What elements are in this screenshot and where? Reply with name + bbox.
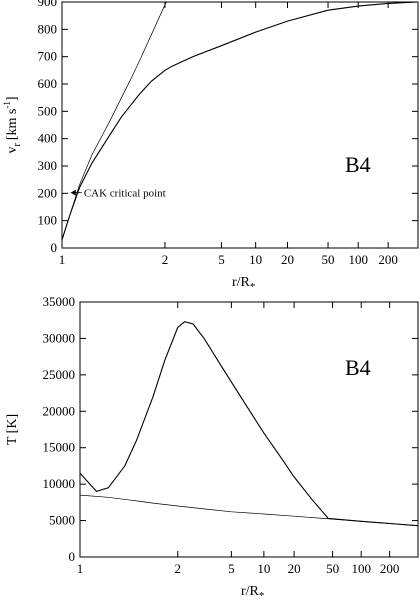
x-tick-label: 20 bbox=[281, 252, 294, 267]
velocity-panel: 1 2 5 10 20 50 100 200 0 100 200 300 400 500 600 700 800… bbox=[2, 0, 419, 293]
x-tick-label: 2 bbox=[174, 561, 181, 576]
x-tick-label: 1 bbox=[59, 252, 66, 267]
x-tick-label: 1 bbox=[77, 561, 84, 576]
y-tick-label: 20000 bbox=[43, 403, 76, 418]
y-tick-label: 10000 bbox=[43, 476, 76, 491]
temperature-x-axis-title: r/R* bbox=[241, 584, 264, 602]
x-tick-label: 100 bbox=[351, 561, 371, 576]
x-tick-label: 10 bbox=[257, 561, 270, 576]
x-tick-label: 50 bbox=[322, 252, 335, 267]
y-tick-label: 0 bbox=[69, 549, 76, 564]
x-tick-label: 10 bbox=[249, 252, 262, 267]
temperature-plot-frame bbox=[79, 301, 419, 558]
cak-critical-point-annotation: CAK critical point bbox=[70, 188, 166, 200]
y-tick-label: 30000 bbox=[43, 330, 76, 345]
annotation-arrowhead bbox=[70, 189, 76, 196]
x-tick-label: 200 bbox=[380, 561, 400, 576]
x-tick-label: 100 bbox=[348, 252, 368, 267]
x-axis-label-text: r/R* bbox=[241, 584, 264, 602]
y-axis-label-text: vr[km s-1] bbox=[2, 96, 23, 153]
x-tick-label: 20 bbox=[288, 561, 301, 576]
y-tick-label: 600 bbox=[38, 76, 58, 91]
x-tick-label: 2 bbox=[162, 252, 169, 267]
temperature-y-axis-title: T [K] bbox=[5, 414, 20, 445]
series-line-2 bbox=[80, 494, 418, 527]
series-line-1 bbox=[80, 321, 418, 527]
y-tick-label: 200 bbox=[38, 185, 58, 200]
temperature-panel-tag: B4 bbox=[345, 355, 371, 380]
x-axis-label-text: r/R* bbox=[232, 275, 255, 293]
series-line-2 bbox=[62, 2, 167, 240]
series-line-1 bbox=[62, 2, 418, 240]
velocity-panel-tag: B4 bbox=[345, 152, 371, 177]
y-tick-label: 800 bbox=[38, 21, 58, 36]
y-tick-label: 25000 bbox=[43, 367, 76, 382]
x-tick-label: 5 bbox=[228, 561, 235, 576]
velocity-plot-frame bbox=[61, 1, 419, 249]
temperature-panel: 1 2 5 10 20 50 100 200 0 5000 10000 15000 20000 25000… bbox=[5, 294, 419, 602]
y-tick-label: 0 bbox=[51, 240, 58, 255]
y-tick-label: 700 bbox=[38, 49, 58, 64]
x-tick-label: 5 bbox=[218, 252, 225, 267]
y-tick-label: 35000 bbox=[43, 294, 76, 309]
y-tick-label: 400 bbox=[38, 131, 58, 146]
annotation-label: CAK critical point bbox=[84, 188, 166, 200]
velocity-x-axis-title: r/R* bbox=[232, 275, 255, 293]
x-tick-label: 200 bbox=[378, 252, 398, 267]
y-tick-label: 100 bbox=[38, 213, 58, 228]
velocity-y-axis-title: vr[km s-1] bbox=[2, 96, 23, 153]
y-tick-label: 500 bbox=[38, 103, 58, 118]
y-tick-label: 15000 bbox=[43, 440, 76, 455]
y-tick-label: 5000 bbox=[49, 513, 75, 528]
y-axis-label-text: T [K] bbox=[5, 414, 20, 445]
x-tick-label: 50 bbox=[326, 561, 339, 576]
y-tick-label: 900 bbox=[38, 0, 58, 9]
y-tick-label: 300 bbox=[38, 158, 58, 173]
